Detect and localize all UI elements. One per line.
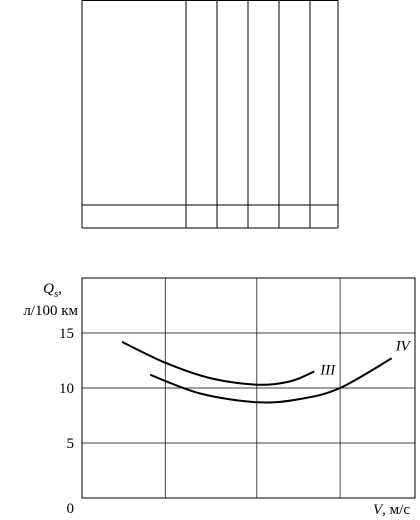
- y-tick-label: 5: [67, 436, 75, 452]
- series-label: IV: [395, 338, 412, 354]
- y-tick-label: 15: [59, 326, 74, 342]
- y-label: Qs,: [43, 281, 62, 300]
- empty-table: [81, 0, 339, 229]
- x-label: V, м/с: [373, 502, 410, 518]
- plot-frame: [81, 277, 416, 499]
- curve: [149, 357, 393, 404]
- y-tick-label: 0: [67, 501, 75, 517]
- y-tick-label: 10: [59, 381, 74, 397]
- curve: [121, 340, 315, 386]
- y-unit: л/100 км: [23, 303, 78, 319]
- series-label: III: [319, 363, 336, 379]
